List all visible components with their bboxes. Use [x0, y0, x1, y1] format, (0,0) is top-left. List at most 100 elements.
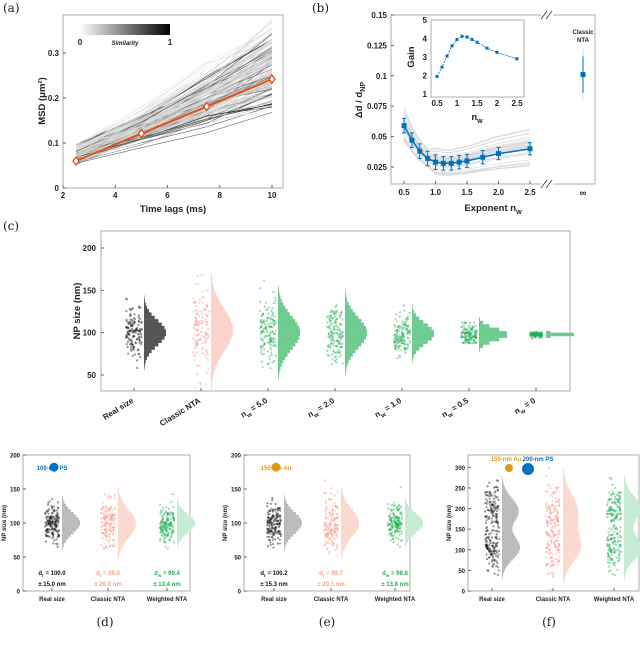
scatter-point — [389, 528, 392, 531]
label-main: n — [471, 112, 477, 123]
scatter-point — [271, 499, 274, 502]
scatter-point — [537, 332, 540, 336]
scatter-point — [394, 317, 397, 321]
scatter-point — [408, 328, 412, 332]
scatter-point — [162, 506, 165, 509]
axes-box — [62, 14, 284, 189]
gain-marker — [445, 54, 449, 58]
scatter-point — [558, 532, 561, 535]
histogram-bar — [624, 548, 640, 551]
scatter-point — [269, 337, 273, 341]
scatter-point — [537, 333, 540, 336]
scatter-point — [552, 535, 555, 538]
scatter-point — [395, 343, 398, 346]
scatter-point — [274, 354, 277, 357]
scatter-point — [534, 332, 537, 335]
msd-trace — [75, 70, 273, 153]
scatter-point — [326, 321, 329, 324]
scatter-point — [610, 548, 613, 551]
scatter-cloud — [192, 273, 211, 389]
scatter-point — [166, 512, 169, 515]
scatter-point — [471, 341, 474, 344]
scatter-point — [486, 517, 489, 520]
scatter-point — [616, 532, 620, 536]
scatter-point — [397, 336, 400, 339]
scatter-point — [196, 274, 199, 278]
y-tick-label: 200 — [10, 454, 21, 460]
histogram-bar — [345, 319, 362, 323]
scatter-point — [338, 342, 341, 346]
inset-axes-box — [430, 19, 525, 98]
scatter-point — [398, 325, 401, 328]
scatter-point — [206, 328, 209, 331]
scatter-point — [46, 503, 50, 507]
histogram-bar — [211, 312, 228, 316]
scatter-point — [465, 322, 468, 325]
scatter-point — [274, 528, 277, 532]
scatter-point — [399, 486, 402, 489]
scatter-point — [538, 332, 541, 335]
scatter-point — [138, 338, 141, 341]
scatter-point — [272, 319, 275, 322]
histogram-bar — [341, 533, 354, 537]
histogram-bar — [405, 536, 411, 540]
scatter-point — [202, 296, 205, 299]
scatter-point — [100, 521, 104, 524]
scatter-point — [166, 526, 169, 529]
scatter-point — [329, 492, 333, 495]
scatter-point — [340, 311, 343, 314]
scatter-point — [393, 520, 396, 523]
scatter-point — [536, 332, 539, 335]
scatter-point — [192, 297, 195, 300]
scatter-point — [489, 541, 492, 545]
scatter-point — [272, 523, 276, 527]
scatter-point — [124, 336, 128, 339]
scatter-point — [532, 333, 535, 336]
scatter-point — [472, 341, 475, 344]
scatter-point — [464, 328, 468, 332]
scatter-point — [403, 343, 406, 346]
histogram-bar — [284, 536, 291, 540]
scatter-point — [113, 516, 116, 519]
histogram-bar — [624, 528, 634, 532]
label-suffix: = 0 — [521, 396, 538, 411]
histogram-bar — [345, 295, 347, 299]
scatter-point — [262, 339, 265, 342]
scatter-point — [205, 348, 208, 351]
histogram-bar — [563, 478, 566, 482]
scatter-point — [394, 333, 397, 336]
scatter-point — [400, 538, 403, 542]
histogram-bar — [502, 528, 513, 532]
scatter-point — [56, 501, 60, 504]
scatter-point — [404, 346, 407, 349]
scatter-point — [171, 528, 174, 531]
scatter-point — [388, 515, 391, 518]
histogram-bar — [341, 501, 347, 505]
histogram-bar — [624, 503, 640, 507]
histogram-bar — [563, 473, 565, 477]
scatter-point — [494, 512, 498, 516]
scatter-point — [338, 314, 341, 318]
histogram-bar — [412, 347, 420, 351]
scatter-point — [467, 341, 470, 344]
histogram — [62, 495, 80, 551]
scatter-point — [195, 340, 199, 343]
label-suffix: = 0.5 — [448, 396, 470, 415]
scatter-point — [470, 328, 474, 331]
scatter-point — [102, 512, 106, 515]
histogram-bar — [563, 540, 581, 544]
scatter-point — [138, 329, 142, 332]
scatter-point — [400, 532, 403, 535]
scatter-point — [331, 336, 334, 339]
scatter-point — [484, 515, 487, 518]
scatter-point — [52, 529, 55, 532]
scatter-point — [266, 545, 269, 548]
scatter-point — [268, 524, 271, 528]
scatter-point — [169, 527, 172, 530]
scatter-point — [105, 546, 108, 549]
scatter-point — [340, 336, 343, 339]
scatter-point — [132, 331, 135, 334]
histogram-bar — [412, 316, 420, 321]
scatter-point — [197, 322, 200, 326]
scatter-point — [45, 529, 48, 532]
